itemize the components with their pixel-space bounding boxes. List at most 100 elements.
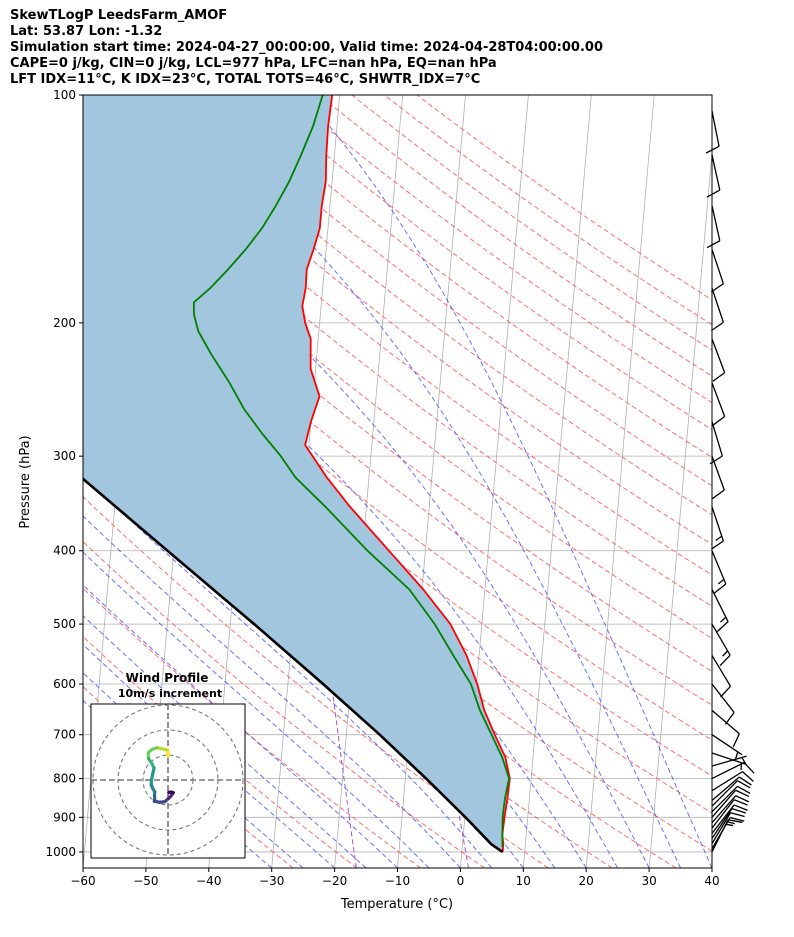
wind-barb (709, 421, 723, 465)
dry-adiabat (351, 95, 712, 351)
moist-adiabat (159, 95, 681, 868)
barb-staff (711, 709, 740, 735)
wind-barb (711, 785, 751, 813)
moist-adiabat (302, 95, 712, 868)
x-tick-label: 40 (704, 874, 719, 888)
barb-flag (727, 821, 735, 825)
wind-barb (705, 110, 720, 154)
barb-flag (722, 650, 729, 657)
wind-barb (711, 804, 748, 834)
barb-staff (711, 761, 745, 780)
wind-barb (711, 288, 725, 332)
barb-flag (711, 283, 724, 293)
y-tick-label: 400 (53, 544, 76, 558)
barb-flag (712, 415, 726, 426)
dry-adiabat (221, 95, 712, 459)
barb-flag (738, 776, 752, 786)
y-tick-label: 1000 (45, 845, 76, 859)
x-axis-label: Temperature (°C) (340, 897, 453, 912)
dry-adiabat (83, 293, 712, 777)
cin-cape-shading (83, 95, 510, 852)
wind-barb (711, 550, 727, 594)
moist-adiabat (83, 374, 556, 868)
indices-line-1: CAPE=0 j/kg, CIN=0 j/kg, LCL=977 hPa, LF… (10, 56, 497, 71)
moist-adiabat (83, 137, 650, 868)
time-text: Simulation start time: 2024-04-27_00:00:… (10, 40, 603, 55)
barb-flag (732, 733, 740, 748)
x-tick-label: 10 (516, 874, 531, 888)
barb-flag (725, 823, 734, 827)
barb-flag (727, 819, 743, 824)
barb-flag (735, 795, 750, 803)
barb-flag (730, 812, 745, 818)
barb-flag (714, 583, 727, 594)
y-tick-label: 900 (53, 810, 76, 824)
barb-staff (711, 755, 747, 767)
lat-lon-text: Lat: 53.87 Lon: -1.32 (10, 24, 163, 39)
wind-barb (711, 455, 725, 500)
x-tick-label: −20 (322, 874, 347, 888)
dry-adiabat (188, 95, 712, 487)
barb-staff (711, 249, 725, 284)
barb-flag (733, 799, 748, 806)
x-tick-label: −50 (133, 874, 158, 888)
y-tick-label: 600 (53, 677, 76, 691)
dry-adiabat (416, 95, 712, 301)
wind-barb (711, 734, 743, 760)
barb-flag (724, 712, 735, 725)
barb-flag (717, 578, 725, 585)
barb-staff (711, 780, 738, 807)
wind-barb (711, 780, 751, 807)
barb-flag (741, 757, 747, 765)
wind-barb (711, 789, 750, 818)
wind-barb (711, 795, 750, 824)
wind-barb (711, 771, 754, 792)
isotherm (334, 95, 403, 868)
y-tick-label: 800 (53, 772, 76, 786)
isotherm (585, 95, 655, 868)
barb-flag (711, 540, 724, 550)
wind-barb (711, 816, 745, 849)
moist-adiabat (83, 643, 335, 868)
temperature-line (301, 95, 511, 853)
barb-staff (711, 205, 721, 241)
wind-barb (711, 655, 732, 698)
barb-flag (712, 372, 726, 382)
dry-adiabat (83, 151, 712, 639)
dry-adiabat (83, 118, 712, 607)
barb-flag (719, 654, 731, 667)
wind-barb (711, 755, 747, 767)
wind-barb (706, 205, 721, 249)
dry-adiabat (83, 540, 485, 868)
x-tick-label: 20 (579, 874, 594, 888)
dewpoint-line (192, 95, 510, 848)
wind-barbs (705, 110, 755, 853)
barb-flag (735, 789, 750, 798)
barb-staff (711, 110, 720, 147)
wind-barb (711, 589, 729, 632)
barb-staff (711, 799, 735, 829)
dry-adiabat (83, 331, 712, 814)
wind-barb (711, 807, 747, 839)
barb-flag (720, 616, 727, 623)
barb-staff (711, 776, 740, 801)
hodograph-inset: Wind Profile 10m/s increment (90, 671, 246, 859)
y-tick-label: 500 (53, 617, 76, 631)
dry-adiabat (384, 95, 712, 326)
barb-flag (720, 685, 731, 698)
barb-flag (737, 780, 751, 789)
barb-flag (711, 321, 724, 332)
y-tick-label: 700 (53, 728, 76, 742)
hodograph-subtitle: 10m/s increment (118, 687, 222, 700)
wind-barb (711, 683, 735, 725)
barb-staff (711, 771, 743, 792)
barb-staff (711, 623, 731, 656)
barb-flag (706, 189, 721, 198)
x-tick-label: −60 (70, 874, 95, 888)
wind-barb (711, 506, 725, 550)
dry-adiabat (83, 185, 712, 672)
dry-adiabat (318, 95, 712, 377)
wind-barb (711, 776, 752, 801)
wind-barb (711, 249, 725, 293)
